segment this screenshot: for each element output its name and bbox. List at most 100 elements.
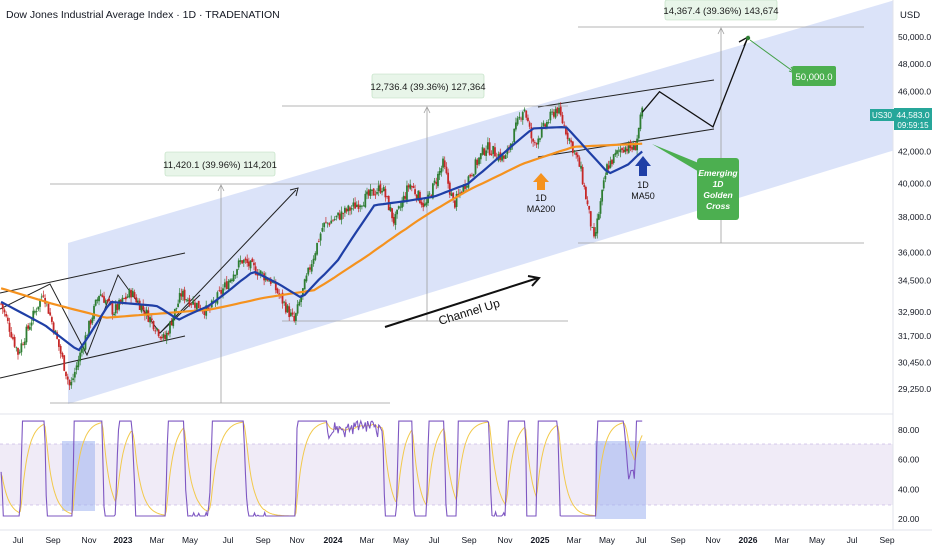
inner-channel-top-2022 (0, 252, 186, 294)
candle-body (314, 253, 317, 260)
candle-body (328, 223, 331, 226)
candle-body (417, 190, 420, 201)
candle-body (530, 127, 533, 139)
candle-body (321, 227, 324, 232)
measure3-arrowhead (717, 27, 725, 35)
candle-body (397, 206, 400, 209)
candle-body (506, 148, 509, 155)
x-tick-label: Nov (705, 535, 721, 545)
candle-body (239, 260, 242, 262)
candle-body (162, 334, 165, 338)
projection-arrow-2023 (159, 189, 297, 334)
candle-body (533, 142, 536, 143)
candle-body (474, 159, 477, 174)
candle-body (350, 208, 353, 210)
candle-body (561, 115, 564, 124)
candle-body (621, 148, 623, 150)
candle-body (25, 326, 28, 343)
time-axis[interactable]: Jul Sep Nov 2023 Mar May Jul Sep Nov 2024 Mar May Ju… (0, 529, 932, 550)
candle-body (222, 288, 224, 295)
candle-body (544, 124, 547, 127)
candle-body (0, 303, 2, 305)
rsi-tick-label: 20.00 (898, 514, 920, 524)
golden-cross-box (697, 158, 739, 220)
candle-body (303, 279, 306, 290)
candle-body (415, 194, 418, 200)
candle-body (284, 302, 287, 313)
candle-body (366, 191, 368, 195)
candle-body (160, 336, 163, 339)
x-tick-label: 2025 (531, 535, 550, 545)
candle-body (611, 159, 613, 165)
candle-body (13, 336, 16, 347)
x-tick-label: 2024 (324, 535, 343, 545)
target-text: 50,000.0 (796, 72, 833, 83)
candle-body (131, 290, 134, 298)
candle-body (559, 106, 562, 116)
candle-body (333, 218, 336, 221)
candle-body (367, 190, 370, 196)
candle-body (349, 207, 351, 211)
candle-body (392, 216, 395, 224)
candle-body (452, 192, 455, 200)
candle-body (347, 205, 350, 212)
candle-body (428, 193, 431, 195)
x-tick-label: Mar (150, 535, 165, 545)
candle-body (58, 339, 60, 347)
price-badge-timer: 09:59:15 (897, 121, 929, 130)
candle-body (316, 242, 318, 255)
candle-body (632, 143, 635, 150)
y-tick-label: 31,700.0 (898, 331, 931, 341)
candle-body (93, 305, 95, 319)
candle-body (602, 180, 605, 189)
candle-body (359, 205, 362, 208)
candle-body (414, 189, 416, 195)
candle-body (612, 154, 615, 164)
candle-body (516, 118, 519, 125)
candle-body (422, 203, 425, 208)
candle-body (108, 298, 110, 301)
candle-body (203, 310, 206, 315)
candle-body (236, 269, 238, 275)
candle-body (523, 109, 526, 112)
rsi-band (0, 444, 893, 505)
candle-body (114, 304, 117, 314)
candle-body (631, 147, 633, 150)
rsi-tick-label: 40.00 (898, 484, 920, 494)
candle-body (99, 294, 102, 296)
candle-body (180, 293, 183, 297)
channel-up-band (68, 0, 895, 404)
candle-body (283, 301, 286, 303)
price-scale[interactable]: USD 50,000.048,000.046,000.044,000.042,0… (892, 0, 932, 530)
candle-body (357, 204, 360, 209)
x-tick-label: Mar (775, 535, 790, 545)
candle-body (581, 166, 584, 185)
x-tick-label: Sep (255, 535, 270, 545)
measure3-callout: 14,367.4 (39.36%) 143,674 (663, 0, 779, 21)
candle-body (462, 184, 465, 193)
candle-body (232, 274, 235, 282)
golden-cross-line3: Golden (703, 190, 732, 200)
y-tick-label: 29,250.0 (898, 384, 931, 394)
candle-body (601, 189, 604, 202)
candle-body (580, 165, 582, 169)
candle-body (556, 107, 559, 114)
candle-body (220, 290, 223, 294)
candle-body (175, 307, 178, 309)
candle-body (624, 147, 627, 152)
candle-body (310, 264, 313, 272)
candle-body (61, 353, 64, 357)
rsi-highlight-2025 (595, 441, 646, 519)
candle-body (591, 227, 594, 228)
golden-cross-line4: Cross (706, 201, 730, 211)
candle-body (121, 297, 124, 302)
candle-body (298, 301, 301, 306)
candle-body (471, 174, 473, 176)
candle-body (244, 258, 247, 261)
candle-body (554, 109, 557, 118)
measure1-box (164, 151, 276, 177)
candle-body (281, 292, 284, 304)
x-tick-label: May (393, 535, 410, 545)
candle-body (50, 317, 53, 322)
